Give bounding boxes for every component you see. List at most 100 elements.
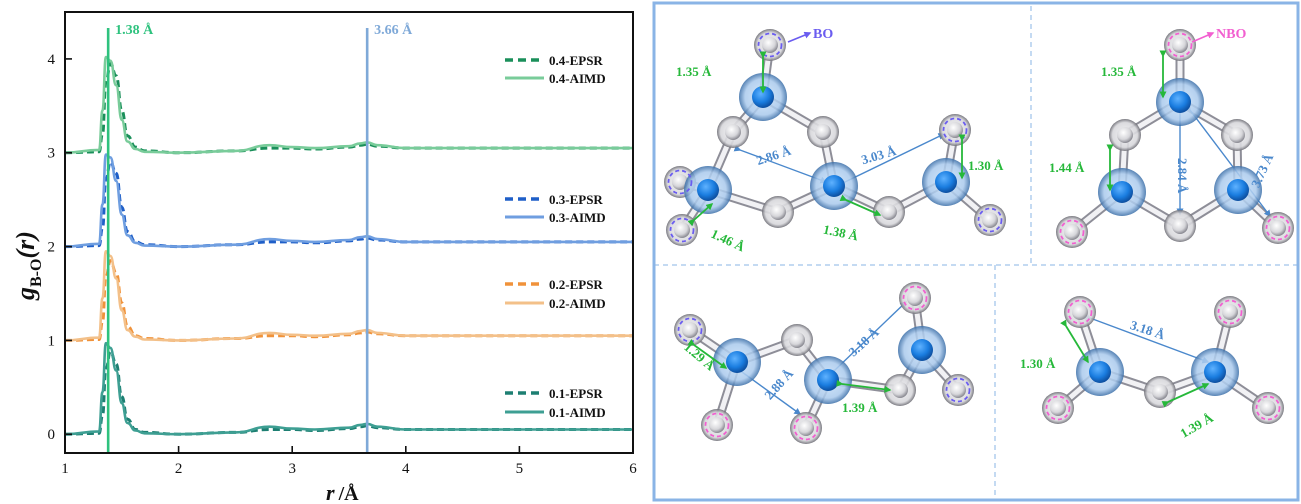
x-tick-label: 1 — [61, 461, 69, 477]
br-dist-3: 1.39 Å — [1178, 410, 1217, 441]
x-tick-label: 5 — [516, 461, 524, 477]
rdf-chart: 1.38 Å 3.66 Å 1 2 3 4 5 6 0 1 2 3 4 0.4-EPSR 0.4-AIM… — [11, 11, 638, 504]
y-tick-label: 4 — [48, 52, 56, 68]
nbo-ring — [1255, 395, 1281, 421]
distance-arrow — [828, 300, 908, 377]
boron-atom — [817, 369, 839, 391]
series-lines — [64, 55, 634, 436]
boron-atom — [935, 171, 957, 193]
legend-label: 0.2-AIMD — [549, 296, 606, 311]
oxygen-atom — [950, 382, 966, 398]
tl-dist-2: 2.86 Å — [754, 143, 793, 168]
nbo-label: NBO — [1216, 27, 1246, 42]
oxygen-atom — [1172, 218, 1188, 234]
nbo-ring — [1217, 299, 1243, 325]
oxygen-atom — [1072, 304, 1088, 320]
series-line-0.4-AIMD — [64, 55, 634, 154]
series-line-0.2-AIMD — [64, 250, 633, 342]
x-axis-title: r/Å — [326, 480, 359, 504]
bond-length-arrow — [839, 194, 882, 216]
bond-length-arrow — [1060, 319, 1089, 364]
bl-dist-4: 1.39 Å — [842, 400, 878, 415]
bo-ring — [757, 32, 783, 58]
tl-dist-4: 1.30 Å — [968, 158, 1004, 173]
tr-dist-3: 2.84 Å — [1175, 158, 1190, 194]
series-line-0.3-AIMD — [64, 153, 633, 248]
bl-dist-3: 2.88 Å — [761, 366, 796, 403]
structures-frame — [652, 1, 1300, 502]
tl-dist-5: 1.46 Å — [709, 226, 748, 255]
tr-dist-2: 1.44 Å — [1049, 160, 1085, 175]
structure-panels: BO NBO 1.35 Å 2.86 Å 3.03 Å 1.30 Å 1.46 … — [652, 1, 1300, 502]
axis-ticks: 1 2 3 4 5 6 0 1 2 3 4 — [48, 52, 638, 477]
oxygen-atom — [682, 322, 698, 338]
nbo-ring — [793, 415, 819, 441]
oxygen-atom — [1270, 220, 1286, 236]
legend-label: 0.4-EPSR — [549, 53, 603, 68]
tl-dist-1: 1.35 Å — [676, 64, 712, 79]
oxygen-atom — [892, 382, 908, 398]
series-line-0.1-AIMD — [64, 341, 633, 436]
boron-atom — [697, 179, 719, 201]
tr-dist-1: 1.35 Å — [1101, 64, 1137, 79]
oxygen-atom — [815, 124, 831, 140]
legend-label: 0.3-EPSR — [549, 192, 603, 207]
boron-atom — [1169, 91, 1191, 113]
oxygen-atom — [1152, 384, 1168, 400]
nbo-ring — [704, 412, 730, 438]
distance-arrow — [838, 133, 946, 188]
oxygen-atom — [1172, 37, 1188, 53]
series-line-0.1-EPSR — [64, 350, 633, 436]
reference-lines: 1.38 Å 3.66 Å — [106, 22, 413, 453]
x-tick-label: 6 — [629, 461, 637, 477]
br-dist-2: 1.30 Å — [1020, 356, 1056, 371]
bond-length-arrow — [1161, 383, 1210, 408]
oxygen-atom — [1117, 127, 1133, 143]
bond-length-arrows — [687, 50, 1210, 408]
bo-ring — [669, 217, 695, 243]
bond-length-arrow — [687, 203, 714, 227]
series-line-0.2-EPSR — [64, 259, 633, 342]
legend-label: 0.1-AIMD — [549, 405, 606, 420]
oxygen-atom — [725, 124, 741, 140]
y-tick-label: 3 — [48, 146, 56, 162]
tr-dist-4: 3.73 Å — [1248, 151, 1277, 190]
bo-ring — [667, 169, 693, 195]
distance-arrow — [733, 144, 828, 184]
y-tick-label: 2 — [48, 240, 56, 256]
boron-atom — [911, 339, 933, 361]
oxygen-atom — [907, 290, 923, 306]
nbo-ring — [1167, 32, 1193, 58]
series-line-0.3-EPSR — [64, 160, 633, 249]
oxygen-atom — [1050, 400, 1066, 416]
oxygen-atom — [798, 420, 814, 436]
boron-atom — [823, 175, 845, 197]
bo-ring — [945, 377, 971, 403]
oxygen-atom — [1222, 304, 1238, 320]
oxygen-atom — [1260, 400, 1276, 416]
x-tick-label: 3 — [288, 461, 296, 477]
x-tick-label: 4 — [402, 461, 410, 477]
distance-arrow — [1083, 312, 1210, 364]
boron-atom — [1111, 181, 1133, 203]
legend-label: 0.3-AIMD — [549, 210, 606, 225]
boron-atom — [726, 351, 748, 373]
legend: 0.4-EPSR 0.4-AIMD 0.3-EPSR 0.3-AIMD 0.2-EPSR… — [505, 53, 606, 420]
tl-dist-3: 3.03 Å — [860, 143, 899, 167]
oxygen-atom — [770, 204, 786, 220]
bo-ring — [942, 117, 968, 143]
nbo-ring — [1059, 219, 1085, 245]
oxygen-atom — [881, 204, 897, 220]
legend-label: 0.2-EPSR — [549, 277, 603, 292]
legend-label: 0.4-AIMD — [549, 71, 606, 86]
nbo-ring — [1265, 215, 1291, 241]
bo-pointer — [787, 31, 812, 43]
boron-atom — [1089, 361, 1111, 383]
nbo-ring — [1045, 395, 1071, 421]
oxygen-atom — [982, 212, 998, 228]
bond-length-arrow — [836, 379, 892, 393]
reference-label-2: 3.66 Å — [374, 22, 413, 38]
oxygen-atom — [674, 222, 690, 238]
y-tick-label: 0 — [48, 427, 56, 443]
